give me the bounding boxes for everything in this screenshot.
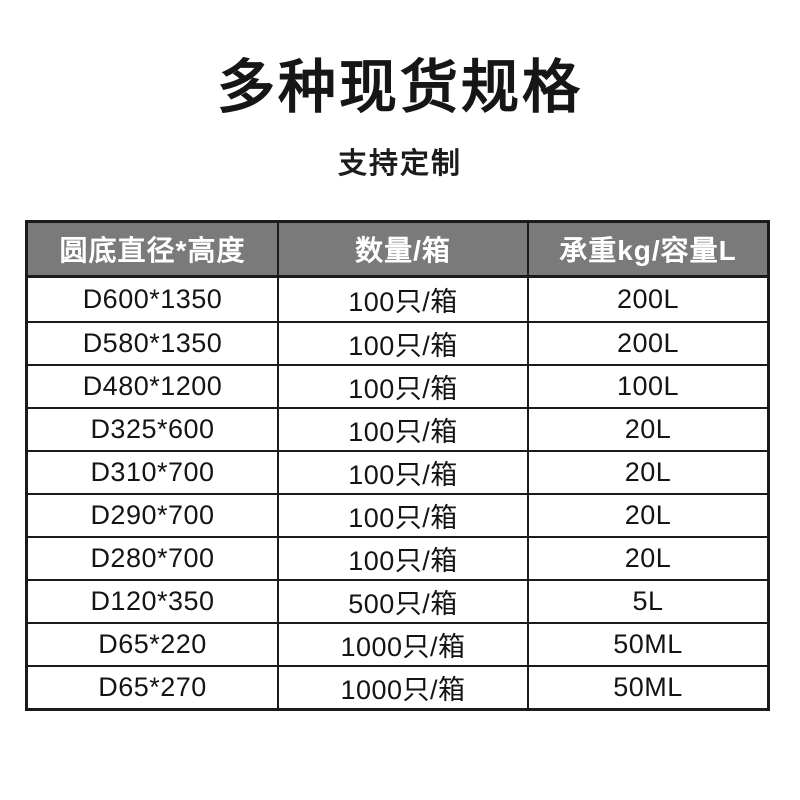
cell-diameter-height: D65*270 [98, 672, 207, 702]
table-row: D280*700 100只/箱 20L [28, 536, 767, 579]
cell-diameter-height: D120*350 [90, 586, 215, 616]
cell-quantity-per-box: 100只/箱 [277, 278, 527, 321]
cell-load-capacity: 20L [527, 452, 767, 493]
table-row: D290*700 100只/箱 20L [28, 493, 767, 536]
cell-quantity-per-box: 100只/箱 [277, 495, 527, 536]
page-title: 多种现货规格 [216, 55, 583, 120]
cell-load-capacity: 200L [527, 323, 767, 364]
cell-diameter-height: D290*700 [90, 500, 215, 530]
cell-quantity-per-box: 100只/箱 [277, 452, 527, 493]
cell-diameter-height: D600*1350 [82, 284, 223, 314]
spec-table: 圆底直径*高度 数量/箱 承重kg/容量L D600*1350 100只/箱 2… [25, 220, 770, 711]
cell-diameter-height: D480*1200 [82, 371, 223, 401]
cell-load-capacity: 200L [527, 278, 767, 321]
cell-load-capacity: 20L [527, 495, 767, 536]
cell-load-capacity: 20L [527, 538, 767, 579]
table-row: D325*600 100只/箱 20L [28, 407, 767, 450]
cell-load-capacity: 20L [527, 409, 767, 450]
cell-load-capacity: 50ML [527, 667, 767, 708]
cell-diameter-height: D280*700 [90, 543, 215, 573]
table-row: D65*220 1000只/箱 50ML [28, 622, 767, 665]
cell-quantity-per-box: 100只/箱 [277, 323, 527, 364]
table-header-row: 圆底直径*高度 数量/箱 承重kg/容量L [28, 223, 767, 278]
cell-diameter-height: D325*600 [90, 414, 215, 444]
cell-load-capacity: 5L [527, 581, 767, 622]
cell-diameter-height: D65*220 [98, 629, 207, 659]
table-row: D600*1350 100只/箱 200L [28, 278, 767, 321]
cell-diameter-height: D310*700 [90, 457, 215, 487]
table-row: D120*350 500只/箱 5L [28, 579, 767, 622]
cell-quantity-per-box: 1000只/箱 [277, 624, 527, 665]
header-cell-load-capacity: 承重kg/容量L [527, 223, 767, 275]
table-row: D580*1350 100只/箱 200L [28, 321, 767, 364]
table-body: D600*1350 100只/箱 200L D580*1350 100只/箱 2… [28, 278, 767, 708]
cell-diameter-height: D580*1350 [82, 328, 223, 358]
table-row: D310*700 100只/箱 20L [28, 450, 767, 493]
cell-quantity-per-box: 500只/箱 [277, 581, 527, 622]
table-row: D65*270 1000只/箱 50ML [28, 665, 767, 708]
cell-quantity-per-box: 100只/箱 [277, 409, 527, 450]
header-cell-quantity-per-box: 数量/箱 [277, 223, 527, 275]
cell-quantity-per-box: 100只/箱 [277, 538, 527, 579]
header-cell-diameter-height: 圆底直径*高度 [59, 235, 246, 266]
cell-load-capacity: 100L [527, 366, 767, 407]
cell-quantity-per-box: 1000只/箱 [277, 667, 527, 708]
cell-quantity-per-box: 100只/箱 [277, 366, 527, 407]
cell-load-capacity: 50ML [527, 624, 767, 665]
table-row: D480*1200 100只/箱 100L [28, 364, 767, 407]
page-subtitle: 支持定制 [337, 148, 462, 180]
